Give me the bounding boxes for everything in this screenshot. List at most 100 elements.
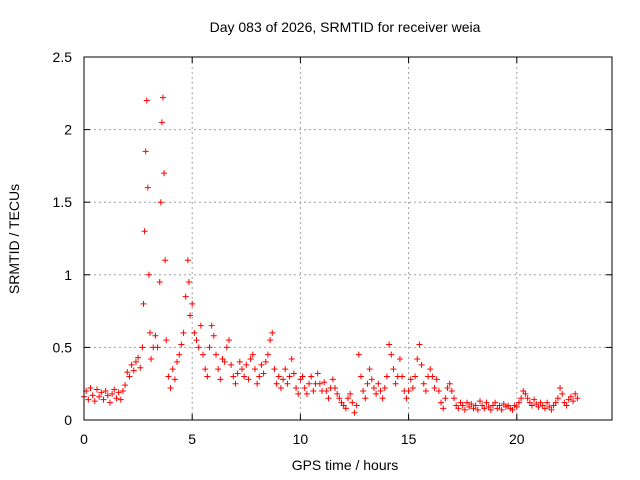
data-point <box>301 385 308 392</box>
data-point <box>109 390 116 397</box>
data-point <box>509 406 516 413</box>
data-point <box>349 399 356 406</box>
data-point <box>284 380 291 387</box>
data-point <box>451 395 458 402</box>
data-points <box>81 94 581 416</box>
data-point <box>174 358 181 365</box>
x-tick-label: 0 <box>80 431 88 447</box>
y-tick-label: 0 <box>64 412 72 428</box>
data-point <box>89 392 96 399</box>
data-point <box>184 257 191 264</box>
data-point <box>202 366 209 373</box>
data-point <box>115 389 122 396</box>
data-point <box>135 354 142 361</box>
data-point <box>249 351 256 358</box>
data-point <box>288 356 295 363</box>
data-point <box>522 390 529 397</box>
data-point <box>102 387 109 394</box>
data-point <box>448 387 455 394</box>
data-point <box>236 358 243 365</box>
data-point <box>351 409 358 416</box>
data-point <box>200 351 207 358</box>
data-point <box>433 376 440 383</box>
data-point <box>247 356 254 363</box>
data-point <box>254 380 261 387</box>
data-point <box>468 401 475 408</box>
data-point <box>145 271 152 278</box>
data-point <box>403 395 410 402</box>
data-point <box>535 403 542 410</box>
data-point <box>388 351 395 358</box>
data-point <box>206 344 213 351</box>
data-point <box>416 341 423 348</box>
data-point <box>321 379 328 386</box>
data-point <box>275 373 282 380</box>
y-axis-label: SRMTID / TECUs <box>6 184 22 294</box>
data-point <box>392 380 399 387</box>
x-axis-label: GPS time / hours <box>292 457 399 473</box>
data-point <box>481 405 488 412</box>
data-point <box>124 369 131 376</box>
data-point <box>308 373 315 380</box>
data-point <box>427 366 434 373</box>
data-point <box>262 358 269 365</box>
data-point <box>572 390 579 397</box>
y-tick-labels: 0 0.5 1 1.5 2 2.5 <box>53 49 73 428</box>
data-point <box>217 376 224 383</box>
data-point <box>156 279 163 286</box>
data-point <box>140 300 147 307</box>
data-point <box>260 370 267 377</box>
data-point <box>559 390 566 397</box>
data-point <box>144 184 151 191</box>
data-point <box>148 356 155 363</box>
data-point <box>407 376 414 383</box>
data-point <box>204 373 211 380</box>
data-point <box>91 398 98 405</box>
data-point <box>267 337 274 344</box>
data-point <box>130 367 137 374</box>
data-point <box>238 366 245 373</box>
y-tick-label: 1.5 <box>53 194 73 210</box>
data-point <box>180 329 187 336</box>
data-point <box>165 373 172 380</box>
data-point <box>185 279 192 286</box>
data-point <box>98 389 105 396</box>
data-point <box>518 395 525 402</box>
grid-lines <box>84 57 612 420</box>
data-point <box>137 364 144 371</box>
data-point <box>142 148 149 155</box>
data-point <box>390 366 397 373</box>
data-point <box>256 373 263 380</box>
data-point <box>492 399 499 406</box>
data-point <box>332 385 339 392</box>
data-point <box>383 373 390 380</box>
data-point <box>498 406 505 413</box>
data-point <box>496 402 503 409</box>
data-point <box>271 366 278 373</box>
data-point <box>152 332 159 339</box>
data-point <box>243 361 250 368</box>
data-point <box>295 390 302 397</box>
data-point <box>113 395 120 402</box>
data-point <box>435 387 442 394</box>
y-tick-label: 2 <box>64 122 72 138</box>
data-point <box>370 385 377 392</box>
data-point <box>210 332 217 339</box>
data-point <box>228 361 235 368</box>
data-point <box>381 385 388 392</box>
data-point <box>323 387 330 394</box>
data-point <box>377 387 384 394</box>
data-point <box>143 97 150 104</box>
data-point <box>208 322 215 329</box>
data-point <box>178 341 185 348</box>
data-point <box>223 344 230 351</box>
data-point <box>474 406 481 413</box>
data-point <box>316 380 323 387</box>
data-point <box>455 405 462 412</box>
data-point <box>126 373 133 380</box>
data-point <box>360 387 367 394</box>
x-tick-label: 10 <box>293 431 309 447</box>
data-point <box>379 395 386 402</box>
data-point <box>306 380 313 387</box>
data-point <box>336 395 343 402</box>
